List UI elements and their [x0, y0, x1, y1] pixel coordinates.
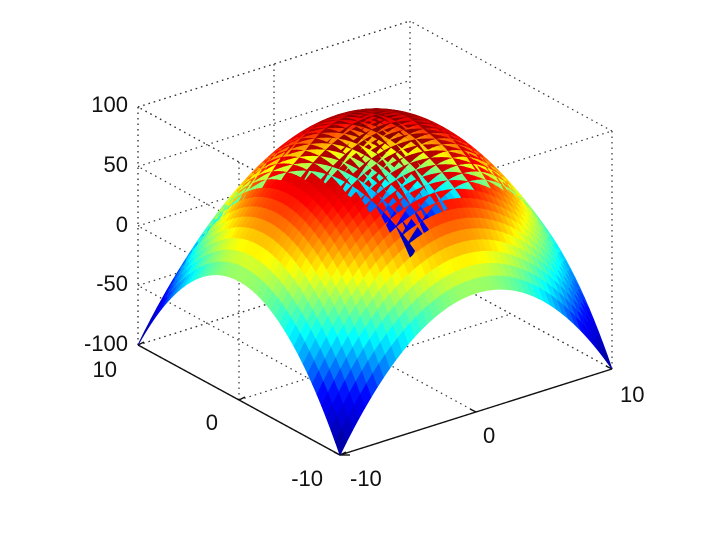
surface-patch	[334, 428, 347, 457]
x-tick-mark	[605, 365, 613, 370]
z-tick-label: -50	[96, 271, 128, 296]
surface-patch	[600, 347, 613, 370]
y-axis-ticks: 10 0 -10	[93, 357, 323, 491]
y-tick-mark	[339, 451, 347, 456]
surface	[137, 108, 613, 457]
z-gridline-back-wall	[137, 79, 411, 168]
y-tick-mark	[137, 341, 145, 346]
x-tick-label: 0	[483, 423, 495, 448]
x-tick-mark	[469, 408, 477, 413]
z-tick-label: -100	[84, 331, 128, 356]
x-tick-mark	[333, 451, 341, 456]
z-axis-ticks: 100 50 0 -50 -100	[84, 92, 128, 356]
y-tick-label: 10	[93, 357, 117, 382]
x-axis-ticks: -10 0 10	[350, 382, 644, 491]
y-tick-mark	[238, 396, 246, 401]
box-edge-top-back	[137, 20, 411, 108]
y-tick-label: -10	[291, 466, 323, 491]
z-tick-label: 50	[104, 152, 128, 177]
z-tick-label: 100	[91, 92, 128, 117]
box-edge-top-front	[339, 130, 613, 218]
x-tick-label: -10	[350, 466, 382, 491]
surface-patch	[137, 324, 150, 346]
x-tick-label: 10	[620, 382, 644, 407]
box-edge-top-right	[409, 20, 613, 132]
y-gridline-floor	[238, 313, 512, 401]
z-tick-label: 0	[116, 212, 128, 237]
y-tick-label: 0	[206, 410, 218, 435]
